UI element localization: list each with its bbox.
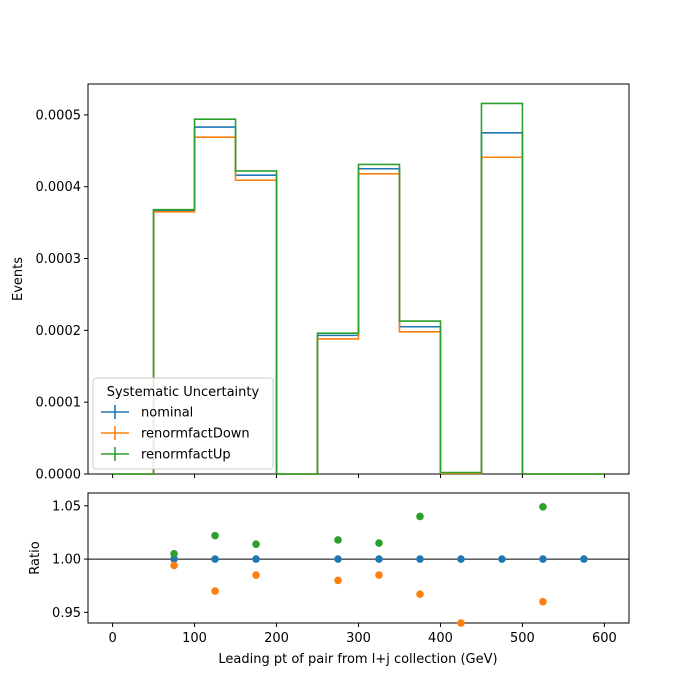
ratio-plot-frame [87, 492, 630, 624]
ratio-point-renormfactDown [334, 576, 342, 585]
ratio-point-renormfactUp [211, 531, 219, 540]
ratio-point-renormfactDown [170, 561, 178, 570]
x-axis-label: Leading pt of pair from l+j collection (… [218, 652, 497, 667]
legend-label-nominal: nominal [141, 406, 193, 421]
ratio-point-nominal [580, 555, 588, 563]
legend-label-renormfactDown: renormfactDown [141, 427, 250, 442]
main-panel: 0.0000 0.0001 0.0002 0.0003 0.0004 0.0005 [36, 83, 630, 483]
ratio-point-renormfactUp [170, 549, 178, 558]
main-y-tick-label: 0.0000 [36, 468, 82, 483]
legend-label-renormfactUp: renormfactUp [141, 448, 231, 463]
ratio-y-tick-label: 0.95 [52, 606, 81, 621]
x-tick-label: 100 [182, 631, 207, 646]
ratio-point-renormfactDown [416, 590, 424, 599]
main-y-tick-label: 0.0004 [36, 180, 82, 195]
ratio-point-nominal [170, 555, 178, 563]
ratio-point-nominal [211, 555, 219, 563]
ratio-point-nominal [539, 555, 547, 563]
y-axis-label-ratio: Ratio [28, 541, 43, 574]
ratio-point-renormfactUp [252, 540, 260, 548]
ratio-point-renormfactDown [375, 571, 383, 579]
ratio-point-renormfactUp [334, 536, 342, 544]
ratio-point-renormfactUp [375, 539, 383, 547]
x-tick-label: 300 [346, 631, 371, 646]
ratio-y-tick-label: 1.05 [52, 499, 81, 514]
histogram-renormfactUp [112, 102, 605, 475]
y-axis-label-main: Events [11, 257, 26, 301]
ratio-point-nominal [416, 555, 424, 563]
ratio-panel: 0.95 1.00 1.05 0 100 200 300 400 500 600 [52, 492, 630, 646]
x-tick-label: 400 [428, 631, 453, 646]
main-y-tick-label: 0.0003 [36, 252, 82, 267]
ratio-point-renormfactDown [539, 597, 547, 606]
ratio-point-nominal [252, 555, 260, 563]
legend-title: Systematic Uncertainty [107, 385, 260, 400]
x-tick-label: 0 [108, 631, 116, 646]
x-tick-label: 200 [264, 631, 289, 646]
main-y-tick-label: 0.0002 [36, 324, 82, 339]
ratio-point-renormfactDown [252, 571, 260, 579]
x-tick-label: 600 [592, 631, 617, 646]
ratio-point-renormfactDown [211, 587, 219, 595]
ratio-point-nominal [375, 555, 383, 563]
ratio-y-tick-label: 1.00 [52, 553, 81, 568]
ratio-point-nominal [498, 555, 506, 563]
legend: Systematic Uncertainty nominal renormfactD… [92, 377, 274, 470]
ratio-point-nominal [457, 555, 465, 563]
main-y-tick-label: 0.0001 [36, 396, 82, 411]
legend-box [92, 377, 274, 470]
ratio-point-renormfactDown [457, 619, 465, 627]
main-y-tick-label: 0.0005 [36, 108, 82, 123]
ratio-point-renormfactUp [416, 512, 424, 521]
ratio-point-nominal [334, 555, 342, 563]
x-tick-label: 500 [510, 631, 535, 646]
ratio-point-renormfactUp [539, 503, 547, 511]
